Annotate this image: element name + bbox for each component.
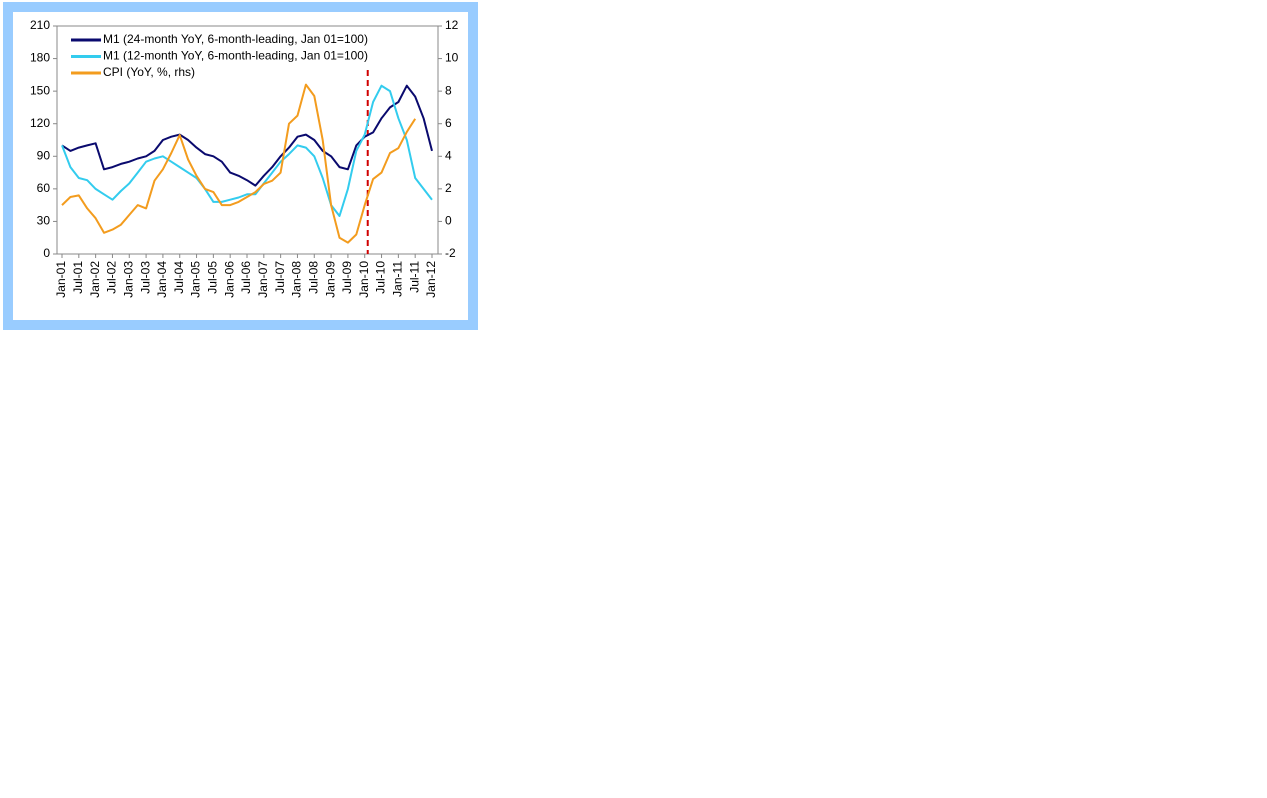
y-tick-label: 0 xyxy=(43,246,50,260)
x-tick-label: Jul-08 xyxy=(306,261,320,294)
y-tick-label: 180 xyxy=(30,51,50,65)
legend-label: CPI (YoY, %, rhs) xyxy=(103,65,195,79)
x-tick-label: Jan-12 xyxy=(424,261,438,298)
x-tick-label: Jul-07 xyxy=(273,261,287,294)
x-tick-label: Jan-11 xyxy=(391,261,405,297)
y2-tick-label: 10 xyxy=(445,51,459,65)
y-tick-label: 90 xyxy=(37,148,51,162)
y2-tick-label: 0 xyxy=(445,214,452,228)
series-line xyxy=(61,83,417,244)
y2-tick-label: 6 xyxy=(445,116,452,130)
y2-tick-label: 4 xyxy=(445,148,452,162)
legend-label: M1 (24-month YoY, 6-month-leading, Jan 0… xyxy=(103,32,368,46)
x-tick-label: Jan-10 xyxy=(357,261,371,298)
x-tick-label: Jan-01 xyxy=(54,261,68,298)
x-tick-label: Jul-04 xyxy=(172,261,186,294)
x-tick-label: Jul-05 xyxy=(206,261,220,294)
x-tick-label: Jan-06 xyxy=(222,261,236,298)
y-tick-label: 30 xyxy=(37,214,51,228)
legend-label: M1 (12-month YoY, 6-month-leading, Jan 0… xyxy=(103,49,368,63)
y2-tick-label: 12 xyxy=(445,18,459,32)
x-tick-label: Jul-06 xyxy=(239,261,253,294)
x-tick-label: Jan-04 xyxy=(155,261,169,298)
x-tick-label: Jan-02 xyxy=(88,261,102,298)
y-tick-label: 120 xyxy=(30,116,50,130)
x-tick-label: Jul-01 xyxy=(71,261,85,294)
y2-tick-label: -2 xyxy=(445,246,456,260)
chart-frame: 0 30 60 90 120 150 180 210 -2 0 2 4 6 8 10 12 Jan-01 Jul-… xyxy=(3,2,478,330)
x-tick-label: Jan-07 xyxy=(256,261,270,298)
x-tick-label: Jan-03 xyxy=(121,261,135,298)
x-tick-label: Jul-11 xyxy=(407,261,421,293)
series-line xyxy=(61,84,433,187)
y2-tick-label: 2 xyxy=(445,181,452,195)
y-tick-label: 210 xyxy=(30,18,50,32)
y2-tick-label: 8 xyxy=(445,83,452,97)
x-tick-label: Jul-03 xyxy=(138,261,152,294)
y-tick-label: 60 xyxy=(37,181,51,195)
x-tick-label: Jul-09 xyxy=(340,261,354,294)
x-tick-label: Jul-10 xyxy=(374,261,388,294)
x-tick-label: Jan-05 xyxy=(189,261,203,298)
x-tick-label: Jan-09 xyxy=(323,261,337,298)
x-tick-label: Jan-08 xyxy=(290,261,304,298)
x-tick-label: Jul-02 xyxy=(105,261,119,294)
y-tick-label: 150 xyxy=(30,83,50,97)
series-line xyxy=(61,84,433,217)
